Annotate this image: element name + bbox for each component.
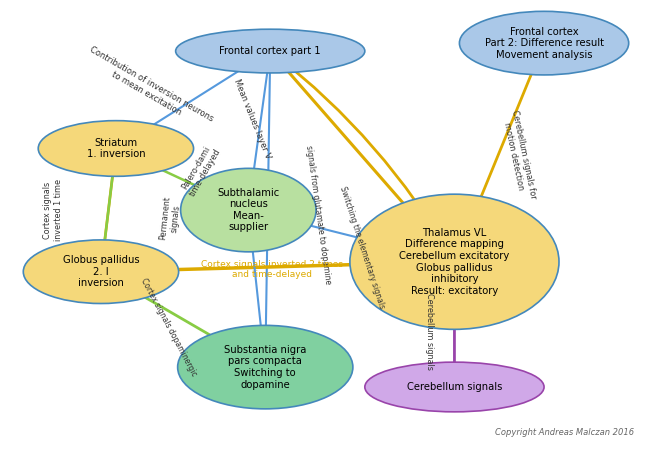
Text: Copyright Andreas Malczan 2016: Copyright Andreas Malczan 2016	[495, 428, 634, 436]
Text: Cortex signals
inverted 1 time: Cortex signals inverted 1 time	[44, 179, 63, 241]
Text: Subthalamic
nucleus
Mean-
supplier: Subthalamic nucleus Mean- supplier	[217, 188, 280, 233]
Text: Striatum
1. inversion: Striatum 1. inversion	[86, 138, 145, 159]
Text: Palero-dami
time-delayed: Palero-dami time-delayed	[179, 142, 222, 198]
Text: Cerebellum signals for
motion detection: Cerebellum signals for motion detection	[500, 109, 538, 202]
Text: Mean values layer V: Mean values layer V	[232, 77, 272, 160]
Ellipse shape	[350, 194, 559, 329]
Text: Cerebellum signals: Cerebellum signals	[407, 382, 502, 392]
Text: Permanent
signals: Permanent signals	[159, 195, 183, 241]
Text: Contribution of inversion neurons
to mean excitation: Contribution of inversion neurons to mea…	[83, 45, 214, 133]
Text: Cerebellum signals: Cerebellum signals	[425, 293, 434, 370]
Text: Cortex signals inverted 2 times
and time-delayed: Cortex signals inverted 2 times and time…	[202, 260, 343, 279]
Text: Cortex signals dopaminergic: Cortex signals dopaminergic	[139, 277, 198, 378]
Ellipse shape	[38, 121, 194, 176]
Text: Frontal cortex
Part 2: Difference result
Movement analysis: Frontal cortex Part 2: Difference result…	[484, 27, 604, 60]
Ellipse shape	[181, 168, 316, 252]
Ellipse shape	[23, 240, 179, 303]
Text: Switching the elementary signals: Switching the elementary signals	[338, 185, 386, 310]
Text: Thalamus VL
Difference mapping
Cerebellum excitatory
Globus pallidus
inhibitory
: Thalamus VL Difference mapping Cerebellu…	[399, 228, 510, 296]
Text: signals from glutamate to dopamine: signals from glutamate to dopamine	[304, 145, 332, 285]
Text: Globus pallidus
2. I
inversion: Globus pallidus 2. I inversion	[62, 255, 139, 288]
Ellipse shape	[177, 325, 353, 409]
Ellipse shape	[176, 29, 365, 73]
Text: Substantia nigra
pars compacta
Switching to
dopamine: Substantia nigra pars compacta Switching…	[224, 345, 306, 390]
Ellipse shape	[365, 362, 544, 412]
Text: Frontal cortex part 1: Frontal cortex part 1	[220, 46, 321, 56]
Ellipse shape	[460, 11, 629, 75]
